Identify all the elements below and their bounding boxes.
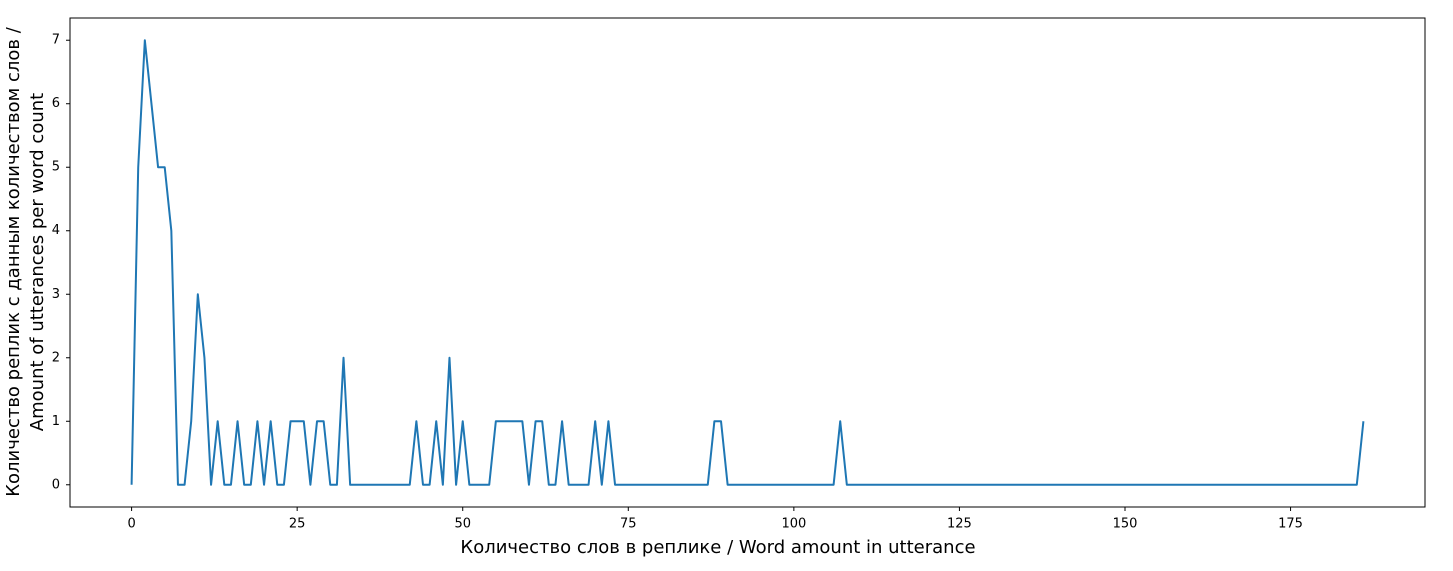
y-tick-label: 1 xyxy=(52,414,60,429)
x-tick-label: 150 xyxy=(1113,517,1138,532)
x-tick-label: 0 xyxy=(127,517,135,532)
y-tick-label: 7 xyxy=(52,33,60,48)
x-tick-label: 50 xyxy=(454,517,471,532)
y-axis-label: Amount of utterances per word count xyxy=(27,93,48,431)
data-line xyxy=(130,39,1365,486)
x-tick-label: 75 xyxy=(620,517,637,532)
x-tick-label: 100 xyxy=(781,517,806,532)
y-tick-label: 4 xyxy=(52,223,60,238)
x-tick-label: 125 xyxy=(947,517,972,532)
x-tick-label: 25 xyxy=(289,517,306,532)
x-axis-label: Количество слов в реплике / Word amount … xyxy=(460,537,975,558)
x-tick-label: 175 xyxy=(1278,517,1303,532)
y-tick-label: 2 xyxy=(52,350,60,365)
y-tick-label: 3 xyxy=(52,287,60,302)
y-tick-label: 5 xyxy=(52,160,60,175)
y-axis-label: Количество реплик с данным количеством с… xyxy=(3,26,24,496)
y-tick-label: 0 xyxy=(52,477,60,492)
y-tick-label: 6 xyxy=(52,96,60,111)
plot-frame xyxy=(69,17,1426,508)
